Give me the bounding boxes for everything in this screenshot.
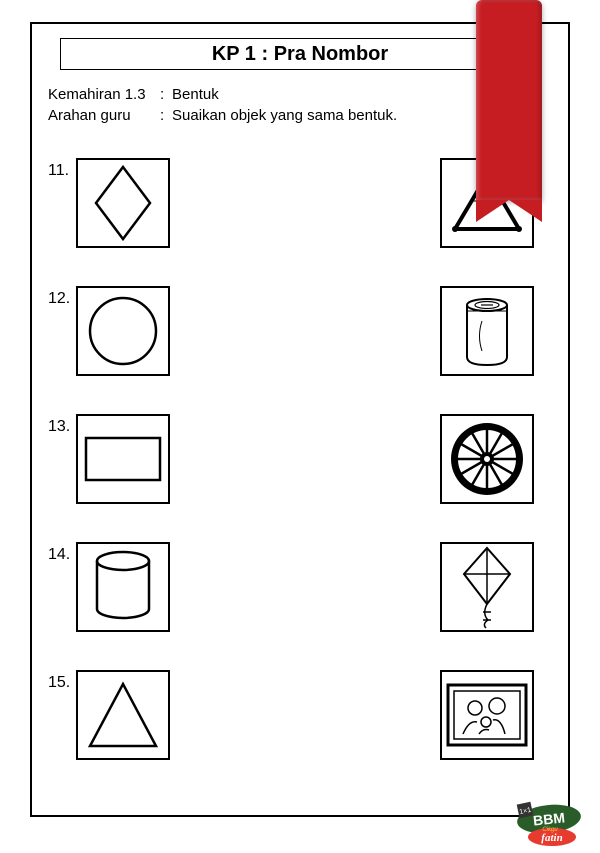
svg-text:Cikgu: Cikgu <box>542 827 558 833</box>
cylinder-icon <box>90 547 156 627</box>
instruction-value: Suaikan objek yang sama bentuk. <box>172 105 397 126</box>
triangle-icon <box>84 678 162 752</box>
row-14: 14. <box>48 542 548 632</box>
shape-box-rectangle <box>76 414 170 504</box>
logo-text-bbm: BBM <box>532 809 565 828</box>
object-box-kite <box>440 542 534 632</box>
skill-label: Kemahiran 1.3 <box>48 84 160 105</box>
can-icon <box>457 291 517 371</box>
shape-box-triangle <box>76 670 170 760</box>
sample-ribbon: SAMPLE WWW.TESTPAPER.COM.MY <box>476 0 542 200</box>
skill-value: Bentuk <box>172 84 219 105</box>
object-box-wheel <box>440 414 534 504</box>
ribbon-text: SAMPLE <box>572 208 600 408</box>
row-number: 14. <box>48 542 76 564</box>
shape-box-cylinder <box>76 542 170 632</box>
worksheet-meta: Kemahiran 1.3 : Bentuk Arahan guru : Sua… <box>48 84 397 126</box>
object-box-can <box>440 286 534 376</box>
bbm-logo: BBM 1×1 fatin Cikgu <box>510 799 588 847</box>
row-number: 15. <box>48 670 76 692</box>
row-number: 13. <box>48 414 76 436</box>
row-11: 11. <box>48 158 548 248</box>
instruction-label: Arahan guru <box>48 105 160 126</box>
shape-box-diamond <box>76 158 170 248</box>
object-box-photo-frame <box>440 670 534 760</box>
photo-frame-icon <box>445 682 529 748</box>
bbm-logo-icon: BBM 1×1 fatin Cikgu <box>510 799 588 847</box>
diamond-icon <box>88 163 158 243</box>
row-13: 13. <box>48 414 548 504</box>
shape-box-circle <box>76 286 170 376</box>
row-number: 12. <box>48 286 76 308</box>
wheel-icon <box>447 419 527 499</box>
row-12: 12. <box>48 286 548 376</box>
colon: : <box>160 105 172 126</box>
rectangle-icon <box>82 434 164 484</box>
matching-rows: 11. 12. <box>48 158 548 798</box>
kite-icon <box>452 544 522 630</box>
circle-icon <box>83 291 163 371</box>
row-15: 15. <box>48 670 548 760</box>
logo-text-fatin: fatin <box>541 832 562 844</box>
worksheet-title: KP 1 : Pra Nombor <box>60 38 540 70</box>
row-number: 11. <box>48 158 76 180</box>
colon: : <box>160 84 172 105</box>
